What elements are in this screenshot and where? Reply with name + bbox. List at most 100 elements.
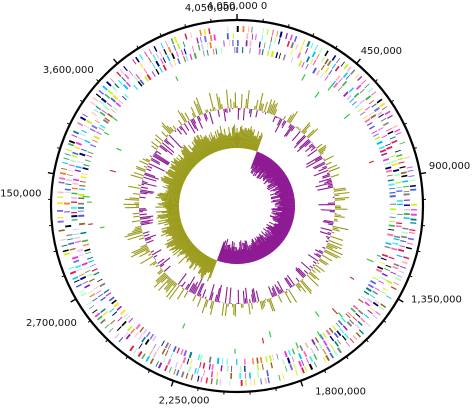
cds-feature [106,102,112,107]
cds-feature [391,139,398,144]
gc-skew-bar [258,160,275,180]
gc-content-bar [151,141,159,148]
cds-feature [372,301,379,307]
gc-skew-bar [161,224,183,233]
gc-content-bar [135,225,142,229]
cds-feature [398,270,405,274]
cds-feature [359,111,366,116]
cds-feature [129,345,135,352]
gc-skew-bar [213,135,220,152]
cds-feature [358,298,364,304]
gc-skew-bar [259,161,275,180]
gc-skew-bar [159,192,180,198]
cds-feature [109,308,115,313]
cds-feature [187,366,192,373]
cds-feature [212,48,215,55]
cds-feature [371,130,378,135]
cds-feature [393,281,399,286]
gc-content-bar [190,284,196,293]
gc-content-bar [159,145,168,153]
cds-feature [408,175,415,178]
cds-feature [372,276,379,281]
gc-skew-bar [282,210,295,214]
cds-feature [284,351,288,358]
cds-feature [379,149,387,153]
cds-feature [295,43,299,50]
cds-feature [334,340,339,347]
cds-feature [310,347,315,354]
gc-skew-bar [214,131,222,151]
cds-feature [123,65,128,72]
cds-feature [153,45,158,52]
gc-content-bar [283,124,293,137]
cds-feature [300,367,305,374]
gc-content-bar [146,168,152,172]
gc-skew-bar [268,167,282,179]
cds-feature [130,328,136,334]
gc-skew-bar [243,243,248,264]
cds-feature [112,106,118,112]
gc-content-bar [139,213,147,216]
gc-skew-bar [181,241,192,251]
cds-feature [376,111,383,116]
cds-feature [196,37,199,44]
gc-content-bar [209,108,212,112]
cds-feature [177,58,181,65]
cds-feature [363,290,370,296]
cds-feature [197,354,201,361]
gc-skew-bar [277,220,292,227]
cds-feature [135,56,140,63]
cds-feature [286,357,291,364]
cds-feature [368,125,375,130]
gc-skew-bar [277,192,294,198]
gc-content-bar [323,155,334,162]
cds-feature [359,88,365,94]
gc-content-bar [301,279,312,292]
cds-feature [90,143,97,148]
rna-feature [343,113,351,120]
gc-content-bar [155,272,166,282]
cds-feature [339,328,345,334]
gc-content-bar [184,112,190,121]
cds-feature [173,60,177,66]
cds-feature [99,111,106,117]
gc-content-bar [145,249,150,253]
gc-content-bar [286,274,296,286]
cds-feature [406,242,414,245]
cds-feature [165,40,169,47]
gc-content-bar [296,134,306,145]
gc-skew-bar [266,176,288,190]
cds-feature [141,353,146,360]
cds-feature [106,81,112,87]
rna-feature-track [82,73,382,354]
gc-skew-bar [273,225,289,234]
cds-feature [133,75,139,82]
gc-content-bar [332,227,339,230]
gc-skew-bar [167,188,181,193]
cds-feature [139,79,145,86]
gc-content-bar [208,92,215,111]
gc-skew-bar [219,126,226,150]
gc-skew-bar [252,154,265,177]
gc-content-bar [145,158,151,162]
cds-feature [376,140,383,145]
gc-skew-bar [270,170,284,181]
cds-feature [275,52,279,59]
cds-feature [114,333,120,339]
gc-skew-bar [249,249,255,262]
gc-skew-bar [221,249,227,263]
gc-content-bar [277,294,283,303]
cds-feature [104,323,110,329]
gc-content-bar [140,221,150,225]
cds-feature [394,149,401,153]
cds-feature [352,335,358,341]
cds-feature [90,101,96,106]
cds-feature [409,184,416,188]
gc-content-bar [139,215,154,219]
cds-feature [396,153,403,158]
cds-feature [186,358,190,365]
cds-feature [199,29,202,36]
gc-content-bar [259,103,263,111]
cds-feature [79,152,86,157]
gc-skew-bar [192,151,201,162]
